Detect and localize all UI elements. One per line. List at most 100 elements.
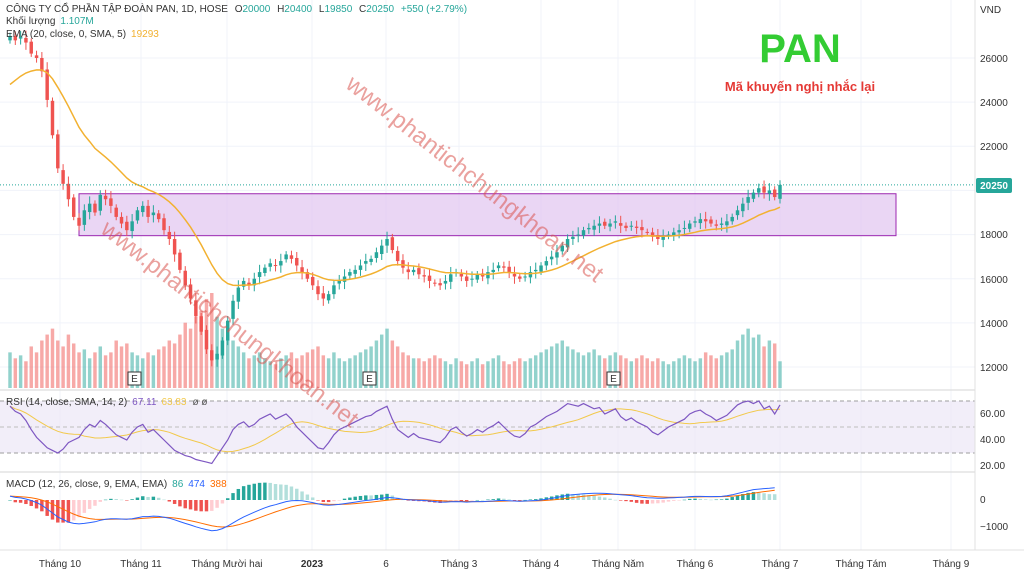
candle[interactable] — [374, 252, 379, 258]
candle[interactable] — [66, 183, 71, 200]
main-legend[interactable]: CÔNG TY CỔ PHẦN TẬP ĐOÀN PAN, 1D, HOSE O… — [6, 2, 467, 40]
candle[interactable] — [549, 256, 554, 260]
candle[interactable] — [353, 269, 357, 274]
candle[interactable] — [587, 227, 591, 230]
candle[interactable] — [650, 232, 655, 237]
candle[interactable] — [268, 263, 272, 267]
candle[interactable] — [252, 278, 257, 286]
candle[interactable] — [40, 58, 44, 72]
candle[interactable] — [634, 226, 639, 228]
candle[interactable] — [332, 285, 336, 295]
rsi-scale[interactable]: 60.00 40.00 20.00 — [980, 409, 1005, 472]
candle[interactable] — [608, 223, 612, 227]
candle[interactable] — [592, 225, 596, 230]
candle[interactable] — [751, 192, 756, 199]
candle[interactable] — [82, 210, 87, 225]
candle[interactable] — [714, 224, 719, 226]
candle[interactable] — [172, 238, 177, 255]
candle[interactable] — [449, 274, 453, 282]
candle[interactable] — [109, 198, 113, 206]
candle[interactable] — [618, 223, 623, 226]
candle[interactable] — [597, 223, 602, 226]
candle[interactable] — [772, 189, 777, 198]
candle[interactable] — [162, 218, 166, 231]
candle[interactable] — [156, 213, 161, 220]
candle[interactable] — [141, 205, 145, 213]
candle[interactable] — [496, 265, 501, 269]
candle[interactable] — [757, 188, 761, 193]
candle[interactable] — [18, 37, 23, 39]
candle[interactable] — [470, 278, 474, 280]
candle[interactable] — [300, 267, 304, 273]
candle[interactable] — [730, 216, 734, 222]
candle[interactable] — [178, 252, 182, 270]
candle[interactable] — [215, 353, 219, 360]
candle[interactable] — [603, 221, 607, 226]
candle[interactable] — [348, 272, 352, 276]
candle[interactable] — [231, 300, 235, 319]
candle[interactable] — [204, 329, 209, 350]
candle[interactable] — [364, 261, 368, 264]
candle[interactable] — [257, 272, 262, 277]
candle[interactable] — [661, 236, 665, 240]
candle[interactable] — [305, 272, 310, 279]
candle[interactable] — [146, 205, 150, 217]
candle[interactable] — [98, 194, 103, 211]
event-marker-1[interactable]: E — [127, 371, 142, 386]
candle[interactable] — [24, 37, 28, 43]
candle[interactable] — [629, 225, 634, 227]
candle[interactable] — [225, 320, 230, 341]
candle[interactable] — [406, 269, 411, 273]
candle[interactable] — [762, 186, 766, 193]
candle[interactable] — [518, 276, 522, 279]
candle[interactable] — [188, 284, 193, 299]
candle[interactable] — [571, 236, 575, 239]
candle[interactable] — [512, 273, 517, 277]
candle[interactable] — [390, 237, 395, 251]
macd-legend[interactable]: MACD (12, 26, close, 9, EMA, EMA) 86 474 38… — [6, 479, 227, 490]
candle[interactable] — [125, 221, 129, 231]
candle[interactable] — [767, 190, 772, 194]
candle[interactable] — [528, 272, 533, 278]
time-axis[interactable]: Tháng 10 Tháng 11 Tháng Mười hai 2023 6 … — [39, 559, 970, 570]
candle[interactable] — [666, 234, 671, 236]
candle[interactable] — [533, 269, 538, 272]
candle[interactable] — [194, 300, 198, 317]
event-marker-2[interactable]: E — [362, 371, 377, 386]
candle[interactable] — [103, 195, 108, 200]
candle[interactable] — [560, 245, 565, 252]
candle[interactable] — [411, 269, 416, 273]
candle[interactable] — [502, 266, 506, 268]
candle[interactable] — [698, 219, 703, 224]
candle[interactable] — [220, 340, 225, 356]
rsi-legend[interactable]: RSI (14, close, SMA, 14, 2) 67.11 63.83 ø ø — [6, 397, 208, 408]
candle[interactable] — [289, 255, 294, 259]
candle[interactable] — [337, 280, 341, 284]
candle[interactable] — [114, 207, 118, 217]
candle[interactable] — [29, 41, 33, 54]
candle[interactable] — [87, 203, 92, 213]
candle[interactable] — [56, 134, 60, 169]
candle[interactable] — [735, 210, 740, 216]
candle[interactable] — [624, 225, 628, 228]
candle[interactable] — [151, 212, 156, 216]
candle[interactable] — [167, 231, 172, 239]
event-marker-3[interactable]: E — [606, 371, 621, 386]
candle[interactable] — [130, 221, 134, 232]
candle[interactable] — [247, 282, 251, 286]
candle[interactable] — [273, 265, 278, 267]
candle[interactable] — [93, 203, 97, 213]
candle[interactable] — [491, 269, 495, 273]
macd-scale[interactable]: 0 −1000 — [980, 495, 1009, 533]
candle[interactable] — [241, 280, 246, 287]
price-scale[interactable]: VND 26000 24000 22000 18000 16000 14000 … — [980, 5, 1008, 374]
candle[interactable] — [199, 316, 203, 332]
candle[interactable] — [395, 250, 400, 262]
candle[interactable] — [555, 252, 559, 258]
candle[interactable] — [326, 294, 331, 301]
candle[interactable] — [422, 275, 426, 277]
candle[interactable] — [544, 261, 549, 266]
candle[interactable] — [645, 231, 649, 233]
